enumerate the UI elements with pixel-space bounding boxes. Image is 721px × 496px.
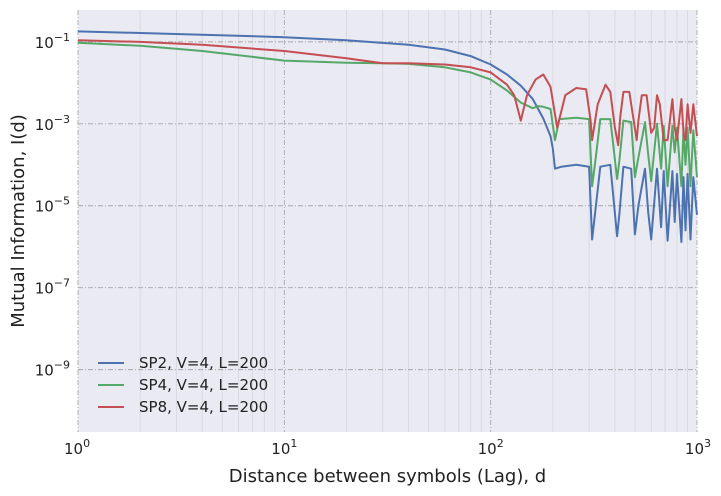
legend-label: SP8, V=4, L=200 [139,398,268,416]
series-line-1 [77,30,698,243]
y-tick-label: 10−9 [35,359,70,380]
x-axis-label: Distance between symbols (Lag), d [229,466,547,487]
y-axis-label: Mutual Information, I(d) [8,114,29,328]
y-tick-label: 10−3 [35,113,70,134]
x-tick-label: 103 [685,437,711,458]
y-tick-label: 10−7 [35,277,70,298]
x-tick-label: 101 [271,437,297,458]
x-tick-label: 102 [478,437,504,458]
legend: SP2, V=4, L=200 SP4, V=4, L=200 SP8, V=4, … [98,354,268,416]
major-gridlines [77,10,698,432]
series-lines [77,30,698,243]
minor-gridlines [139,10,689,432]
y-tick-labels: 10−9 10−7 10−5 10−3 10−1 [35,31,70,380]
y-tick-label: 10−1 [35,31,70,52]
legend-label: SP2, V=4, L=200 [139,354,268,372]
series-line-3 [77,39,698,147]
y-tick-label: 10−5 [35,195,70,216]
series-line-2 [77,41,698,188]
x-tick-label: 100 [64,437,90,458]
x-tick-labels: 100 101 102 103 [64,437,711,458]
legend-label: SP4, V=4, L=200 [139,376,268,394]
